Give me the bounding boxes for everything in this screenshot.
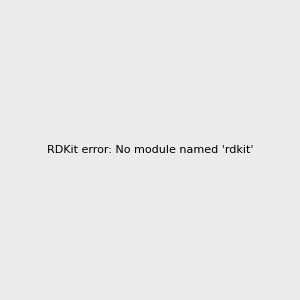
Text: RDKit error: No module named 'rdkit': RDKit error: No module named 'rdkit' — [47, 145, 253, 155]
